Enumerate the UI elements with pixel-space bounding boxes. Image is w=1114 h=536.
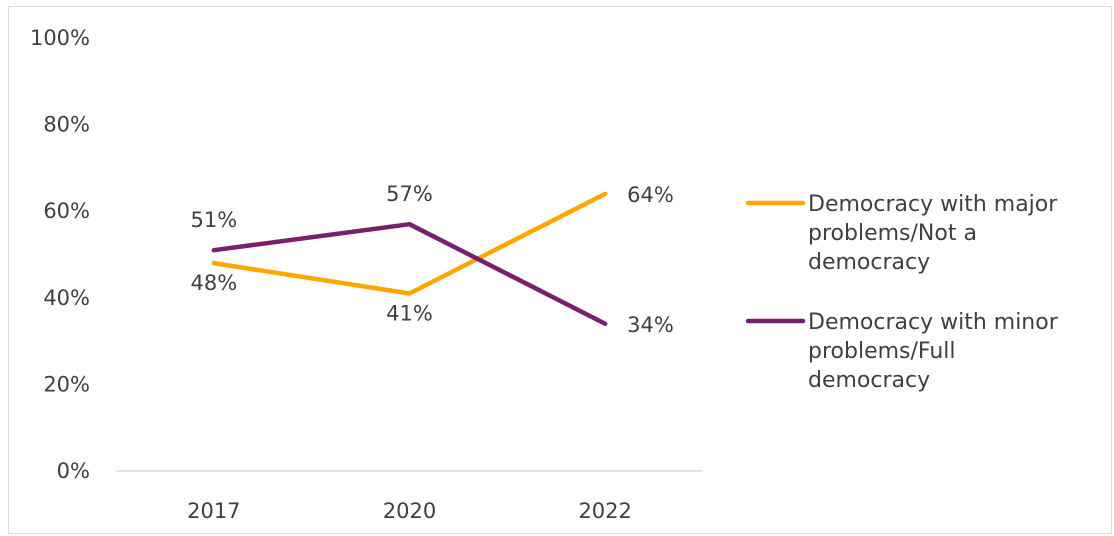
series-line-2: [211, 221, 608, 327]
data-label: 48%: [190, 271, 237, 295]
x-tick-label: 2017: [187, 499, 240, 523]
data-labels: 48% 41% 64% 51% 57% 34%: [190, 182, 673, 337]
y-tick-label: 60%: [43, 199, 90, 223]
y-tick-label: 20%: [43, 372, 90, 396]
data-label: 64%: [627, 183, 674, 207]
legend: Democracy with major problems/Not a democr…: [745, 192, 1059, 393]
series-line-1: [211, 191, 608, 296]
series-lines: [211, 191, 608, 327]
data-label: 41%: [386, 301, 433, 325]
data-label: 57%: [386, 182, 433, 206]
x-tick-label: 2022: [578, 499, 631, 523]
legend-label: Democracy with minor problems/Full democra…: [808, 310, 1059, 393]
x-axis-labels: 2017 2020 2022: [187, 499, 632, 523]
data-label: 51%: [190, 208, 237, 232]
chart-frame: [8, 6, 1112, 534]
data-label: 34%: [627, 313, 674, 337]
x-tick-label: 2020: [383, 499, 436, 523]
y-axis-labels: 0% 20% 40% 60% 80% 100%: [30, 26, 90, 483]
y-tick-label: 40%: [43, 286, 90, 310]
y-tick-label: 0%: [57, 459, 90, 483]
legend-label: Democracy with major problems/Not a democr…: [808, 192, 1058, 275]
y-tick-label: 100%: [30, 26, 90, 50]
y-tick-label: 80%: [43, 113, 90, 137]
